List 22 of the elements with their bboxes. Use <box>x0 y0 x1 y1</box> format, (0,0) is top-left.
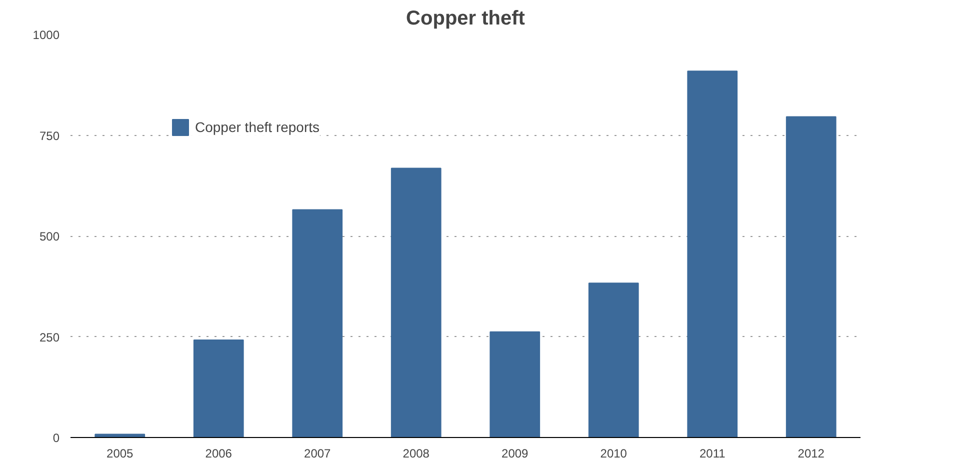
x-tick-label: 2011 <box>699 446 726 460</box>
x-tick-label: 2006 <box>205 446 232 460</box>
x-tick-label: 2008 <box>402 446 430 460</box>
x-tick-label: 2012 <box>798 446 825 460</box>
bar <box>687 70 738 438</box>
y-tick-label: 0 <box>52 431 60 445</box>
y-tick-label: 1000 <box>32 28 60 42</box>
y-tick-label: 750 <box>39 128 60 143</box>
legend-label: Copper theft reports <box>195 119 320 135</box>
chart-title: Copper theft <box>406 8 526 30</box>
y-tick-label: 500 <box>39 230 60 244</box>
bar <box>390 168 442 438</box>
x-tick-label: 2005 <box>106 446 134 460</box>
y-tick-label: 250 <box>39 330 60 344</box>
bar <box>786 116 836 438</box>
bar <box>588 282 639 438</box>
bar <box>193 339 244 438</box>
x-tick-label: 2009 <box>502 446 529 460</box>
x-tick-label: 2007 <box>304 446 332 460</box>
x-tick-label: 2010 <box>600 446 628 460</box>
bar <box>292 209 343 438</box>
bar <box>490 331 540 438</box>
